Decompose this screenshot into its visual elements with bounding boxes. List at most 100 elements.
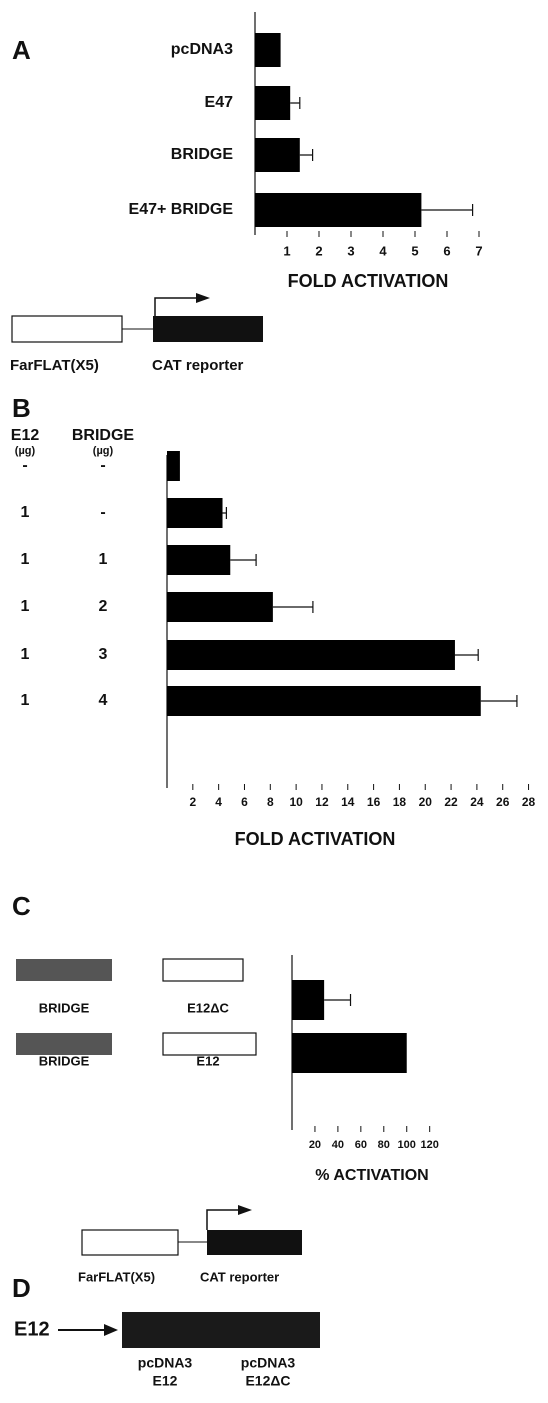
reporter-label: CAT reporter <box>200 1269 279 1284</box>
x-tick-label: 12 <box>315 795 329 809</box>
row-label: 2 <box>99 598 108 615</box>
promoter-label: FarFLAT(X5) <box>78 1269 155 1284</box>
row-label: 1 <box>99 551 108 568</box>
bar <box>167 498 223 528</box>
bar <box>167 592 273 622</box>
error-bar <box>455 649 478 661</box>
row-label: E12ΔC <box>187 1000 229 1015</box>
bar <box>292 1033 407 1073</box>
error-bar <box>273 601 313 613</box>
x-tick-label: 20 <box>419 795 433 809</box>
bar <box>255 86 290 120</box>
error-bar <box>324 994 350 1006</box>
row-label: - <box>100 457 105 474</box>
bar <box>167 451 180 481</box>
error-bar <box>230 554 256 566</box>
construct-diagram: FarFLAT(X5) CAT reporter <box>78 1205 302 1284</box>
column-unit: (µg) <box>93 445 114 457</box>
x-axis-title: % ACTIVATION <box>315 1167 428 1184</box>
panel-label: A <box>12 35 31 65</box>
x-tick-label: 2 <box>315 243 322 258</box>
x-tick-label: 80 <box>378 1139 390 1151</box>
arrow-head <box>104 1324 118 1336</box>
column-unit: (µg) <box>15 445 36 457</box>
row-label: 1 <box>21 692 30 709</box>
western-blot: E12 pcDNA3 E12 pcDNA3 E12ΔC <box>14 1312 320 1389</box>
x-tick-label: 16 <box>367 795 381 809</box>
row-label: 1 <box>21 551 30 568</box>
e12-box <box>163 1033 256 1055</box>
arrow <box>155 298 200 316</box>
category-label: BRIDGE <box>171 146 234 163</box>
row-label: - <box>100 504 105 521</box>
bridge-box <box>16 959 112 981</box>
blot-band-label: E12 <box>14 1318 50 1340</box>
row-label: E12 <box>196 1053 219 1068</box>
error-bar <box>421 204 472 216</box>
lane-label: E12ΔC <box>245 1373 290 1389</box>
x-tick-label: 26 <box>496 795 510 809</box>
promoter-label: FarFLAT(X5) <box>10 357 99 374</box>
bar <box>255 33 281 67</box>
row-label: BRIDGE <box>39 1053 90 1068</box>
row-label: 1 <box>21 504 30 521</box>
reporter-box <box>207 1230 302 1255</box>
row-label: 4 <box>99 692 108 709</box>
row-label: - <box>22 457 27 474</box>
x-tick-label: 8 <box>267 795 274 809</box>
reporter-box <box>153 316 263 342</box>
x-tick-label: 60 <box>355 1139 367 1151</box>
promoter-box <box>12 316 122 342</box>
x-axis-title: FOLD ACTIVATION <box>235 829 396 849</box>
x-tick-label: 14 <box>341 795 355 809</box>
lane-label: pcDNA3 <box>138 1355 193 1371</box>
column-header: E12 <box>11 427 40 444</box>
x-tick-label: 6 <box>241 795 248 809</box>
bridge-box <box>16 1033 112 1055</box>
e12-box <box>163 959 243 981</box>
row-label: 3 <box>99 646 108 663</box>
row-label: 1 <box>21 646 30 663</box>
x-tick-label: 10 <box>289 795 303 809</box>
row-label: BRIDGE <box>39 1000 90 1015</box>
construct-diagram: FarFLAT(X5) CAT reporter <box>10 293 263 374</box>
x-axis-title: FOLD ACTIVATION <box>288 271 449 291</box>
lane-label: E12 <box>153 1373 178 1389</box>
error-bar <box>300 149 313 161</box>
promoter-box <box>82 1230 178 1255</box>
blot-band <box>122 1312 320 1348</box>
x-tick-label: 3 <box>347 243 354 258</box>
bar <box>292 980 324 1020</box>
panel-label: B <box>12 393 31 423</box>
figure: A B C D FarFLAT(X5) CAT reporter FarFLAT… <box>0 0 548 1403</box>
bar <box>255 138 300 172</box>
row-label: 1 <box>21 598 30 615</box>
arrow <box>207 1210 242 1230</box>
error-bar <box>290 97 300 109</box>
arrow-head <box>196 293 210 303</box>
x-tick-label: 4 <box>379 243 387 258</box>
lane-label: pcDNA3 <box>241 1355 296 1371</box>
x-tick-label: 120 <box>421 1139 439 1151</box>
x-tick-label: 4 <box>215 795 222 809</box>
bar <box>167 686 481 716</box>
arrow-head <box>238 1205 252 1215</box>
x-tick-label: 18 <box>393 795 407 809</box>
x-tick-label: 2 <box>189 795 196 809</box>
column-header: BRIDGE <box>72 427 135 444</box>
category-label: E47+ BRIDGE <box>129 201 234 218</box>
panel-label: D <box>12 1273 31 1303</box>
reporter-label: CAT reporter <box>152 357 244 374</box>
x-tick-label: 100 <box>398 1139 416 1151</box>
x-tick-label: 1 <box>283 243 290 258</box>
x-tick-label: 20 <box>309 1139 321 1151</box>
x-tick-label: 6 <box>443 243 450 258</box>
error-bar <box>223 507 227 519</box>
x-tick-label: 7 <box>475 243 482 258</box>
bar <box>167 545 230 575</box>
bar <box>255 193 421 227</box>
panel-label: C <box>12 891 31 921</box>
x-tick-label: 5 <box>411 243 418 258</box>
x-tick-label: 40 <box>332 1139 344 1151</box>
x-tick-label: 22 <box>444 795 458 809</box>
